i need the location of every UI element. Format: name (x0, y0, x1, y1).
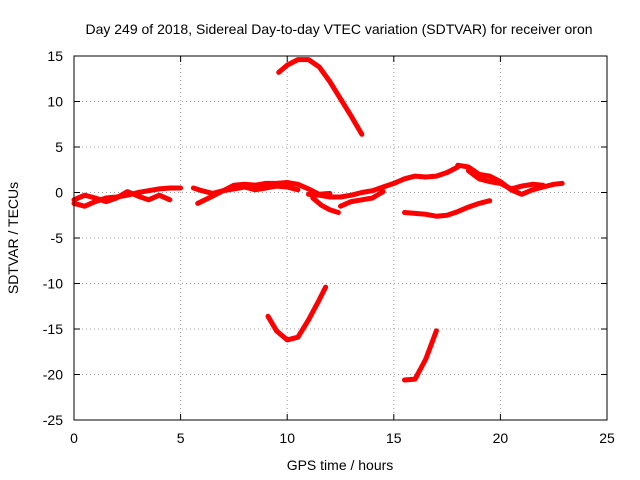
y-tick-label: -20 (43, 367, 63, 383)
x-tick-label: 10 (279, 430, 295, 446)
y-tick-label: -5 (51, 230, 64, 246)
y-tick-label: 5 (55, 139, 63, 155)
series-middle-low-arc (402, 198, 493, 219)
series-main-band-1 (71, 185, 184, 209)
tick-labels: 0 5 10 15 20 25 15 10 5 0 -5 -10 -15 -20 -25 (43, 48, 615, 446)
series-bottom-arc (402, 328, 439, 383)
plot-frame (73, 55, 608, 421)
series-main-band-7 (465, 168, 546, 192)
y-tick-label: 0 (55, 185, 63, 201)
data-series-group (71, 57, 565, 383)
series-dip-2 (338, 189, 386, 209)
series-lower-u-arc (265, 284, 329, 343)
grid (74, 56, 607, 420)
series-main-band-4 (195, 183, 301, 206)
series-main-band-5 (306, 164, 461, 200)
axis-ticks (73, 55, 608, 421)
series-main-band-2 (71, 189, 173, 205)
y-tick-label: -15 (43, 321, 63, 337)
y-tick-label: 15 (47, 48, 63, 64)
y-tick-label: -25 (43, 412, 63, 428)
chart-title: Day 249 of 2018, Sidereal Day-to-day VTE… (85, 21, 592, 37)
series-upper-arc (276, 57, 365, 137)
x-tick-label: 0 (70, 430, 78, 446)
x-axis-label: GPS time / hours (287, 457, 394, 473)
y-tick-label: 10 (47, 94, 63, 110)
y-tick-label: -10 (43, 276, 63, 292)
x-tick-label: 15 (386, 430, 402, 446)
y-axis-label: SDTVAR / TECUs (5, 182, 21, 294)
series-dip-1 (310, 195, 341, 215)
x-tick-label: 20 (493, 430, 509, 446)
x-tick-label: 25 (599, 430, 615, 446)
x-tick-label: 5 (177, 430, 185, 446)
